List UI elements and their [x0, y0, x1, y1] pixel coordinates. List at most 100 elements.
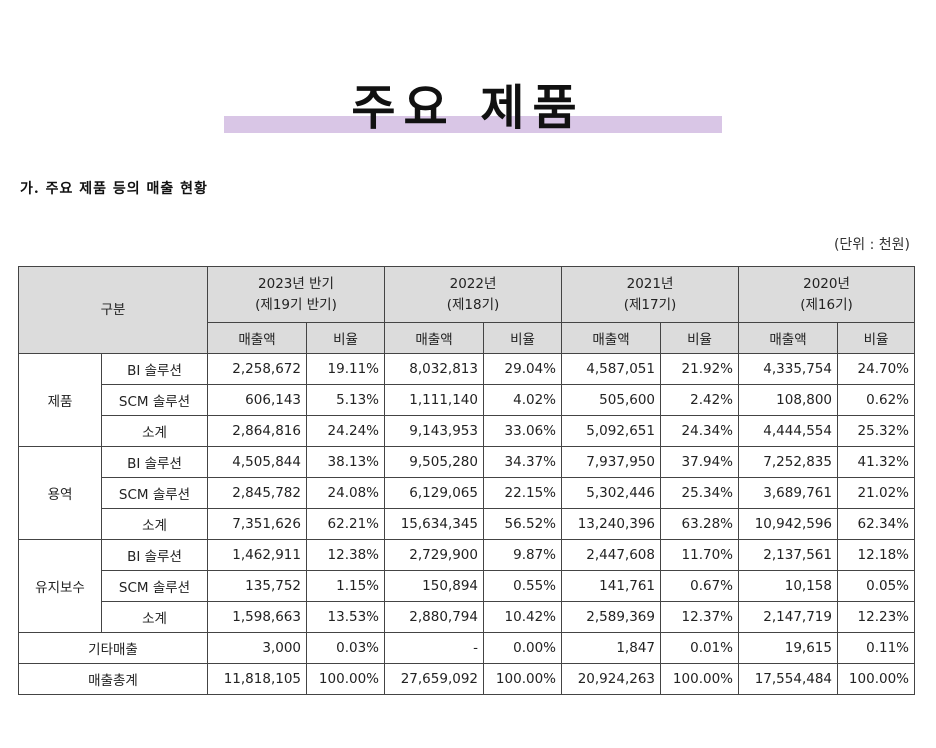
ratio-cell: 0.55% — [483, 570, 562, 602]
sales-cell: 5,302,446 — [561, 477, 661, 509]
ratio-cell: 11.70% — [660, 539, 739, 571]
sales-cell: 9,505,280 — [384, 446, 484, 478]
sales-cell: 150,894 — [384, 570, 484, 602]
period-term: (제17기) — [623, 296, 677, 313]
sales-cell: 3,000 — [207, 632, 307, 664]
title-highlight-bar — [224, 116, 722, 133]
ratio-cell: 19.11% — [306, 353, 385, 385]
ratio-cell: 41.32% — [837, 446, 915, 478]
ratio-cell: 100.00% — [483, 663, 562, 695]
ratio-cell: 56.52% — [483, 508, 562, 540]
row-label: 소계 — [101, 601, 208, 633]
header-sales: 매출액 — [384, 322, 484, 354]
sales-cell: 3,689,761 — [738, 477, 838, 509]
sales-cell: 1,598,663 — [207, 601, 307, 633]
period-term: (제18기) — [446, 296, 500, 313]
ratio-cell: 24.24% — [306, 415, 385, 447]
sales-cell: 1,847 — [561, 632, 661, 664]
ratio-cell: 37.94% — [660, 446, 739, 478]
sales-cell: 6,129,065 — [384, 477, 484, 509]
ratio-cell: 4.02% — [483, 384, 562, 416]
sales-cell: 9,143,953 — [384, 415, 484, 447]
header-sales: 매출액 — [738, 322, 838, 354]
header-sales: 매출액 — [207, 322, 307, 354]
sales-cell: 2,880,794 — [384, 601, 484, 633]
sales-cell: 10,942,596 — [738, 508, 838, 540]
sales-cell: 27,659,092 — [384, 663, 484, 695]
header-row-periods: 구분 2023년 반기 (제19기 반기) 2022년 (제18기) 2021년… — [18, 266, 915, 354]
row-label: 소계 — [101, 415, 208, 447]
sales-cell: 7,252,835 — [738, 446, 838, 478]
table-row: 소계 7,351,626 62.21% 15,634,345 56.52% 13,240,… — [19, 508, 915, 540]
row-label: SCM 솔루션 — [101, 384, 208, 416]
table-row: SCM 솔루션 2,845,782 24.08% 6,129,065 22.15% 5,3… — [19, 477, 915, 509]
sales-cell: 2,845,782 — [207, 477, 307, 509]
ratio-cell: 12.38% — [306, 539, 385, 571]
period-year: 2021년 — [626, 275, 674, 292]
header-ratio: 비율 — [660, 322, 739, 354]
page-title: 주요 제품 — [351, 80, 585, 136]
sales-cell: 7,351,626 — [207, 508, 307, 540]
ratio-cell: 9.87% — [483, 539, 562, 571]
sales-cell: 11,818,105 — [207, 663, 307, 695]
ratio-cell: 0.67% — [660, 570, 739, 602]
table-row: 제품 BI 솔루션 2,258,672 19.11% 8,032,813 29.04% 4,… — [18, 353, 915, 447]
ratio-cell: 100.00% — [306, 663, 385, 695]
header-category: 구분 — [18, 266, 208, 354]
period-term: (제16기) — [800, 296, 853, 313]
group-label: 유지보수 — [18, 539, 102, 633]
ratio-cell: 2.42% — [660, 384, 739, 416]
sales-cell: 141,761 — [561, 570, 661, 602]
ratio-cell: 100.00% — [660, 663, 739, 695]
sales-table: 구분 2023년 반기 (제19기 반기) 2022년 (제18기) 2021년… — [18, 266, 915, 695]
sales-cell: 505,600 — [561, 384, 661, 416]
group-label: 제품 — [18, 353, 102, 447]
ratio-cell: 62.21% — [306, 508, 385, 540]
sales-cell: 2,864,816 — [207, 415, 307, 447]
header-row-metrics: 매출액 비율 매출액 비율 매출액 비율 매출액 비율 — [19, 322, 915, 354]
sales-cell: 8,032,813 — [384, 353, 484, 385]
ratio-cell: 34.37% — [483, 446, 562, 478]
sales-cell: 19,615 — [738, 632, 838, 664]
table-row: SCM 솔루션 135,752 1.15% 150,894 0.55% 141,761 0.… — [19, 570, 915, 602]
total-label: 기타매출 — [18, 632, 208, 664]
sales-cell: 4,587,051 — [561, 353, 661, 385]
header-ratio: 비율 — [306, 322, 385, 354]
sales-cell: 7,937,950 — [561, 446, 661, 478]
header-period: 2021년 (제17기) — [561, 266, 739, 323]
ratio-cell: 62.34% — [837, 508, 915, 540]
table-row-total: 매출총계 11,818,105 100.00% 27,659,092 100.00% 20… — [18, 663, 915, 695]
group-label: 용역 — [18, 446, 102, 540]
ratio-cell: 29.04% — [483, 353, 562, 385]
period-year: 2023년 반기 — [258, 275, 334, 292]
sales-cell: 2,589,369 — [561, 601, 661, 633]
sales-cell: 10,158 — [738, 570, 838, 602]
table-row: 소계 1,598,663 13.53% 2,880,794 10.42% 2,589,36… — [19, 601, 915, 633]
table-row: 용역 BI 솔루션 4,505,844 38.13% 9,505,280 34.37% 7,… — [18, 446, 915, 540]
ratio-cell: 12.23% — [837, 601, 915, 633]
sales-cell: 2,447,608 — [561, 539, 661, 571]
period-year: 2022년 — [449, 275, 497, 292]
period-year: 2020년 — [803, 275, 850, 292]
header-period: 2020년 (제16기) — [738, 266, 915, 323]
ratio-cell: 25.34% — [660, 477, 739, 509]
ratio-cell: 1.15% — [306, 570, 385, 602]
ratio-cell: 0.03% — [306, 632, 385, 664]
table-row: 소계 2,864,816 24.24% 9,143,953 33.06% 5,092,65… — [19, 415, 915, 447]
row-label: BI 솔루션 — [101, 539, 208, 571]
row-label: BI 솔루션 — [101, 446, 208, 478]
section-subtitle: 가. 주요 제품 등의 매출 현황 — [20, 181, 208, 197]
ratio-cell: 22.15% — [483, 477, 562, 509]
table-row: SCM 솔루션 606,143 5.13% 1,111,140 4.02% 505,600… — [19, 384, 915, 416]
ratio-cell: 0.11% — [837, 632, 915, 664]
ratio-cell: 0.62% — [837, 384, 915, 416]
sales-cell: 2,137,561 — [738, 539, 838, 571]
ratio-cell: 33.06% — [483, 415, 562, 447]
ratio-cell: 13.53% — [306, 601, 385, 633]
ratio-cell: 25.32% — [837, 415, 915, 447]
ratio-cell: 0.05% — [837, 570, 915, 602]
sales-cell: 4,505,844 — [207, 446, 307, 478]
ratio-cell: 5.13% — [306, 384, 385, 416]
header-period: 2022년 (제18기) — [384, 266, 562, 323]
sales-cell: 4,444,554 — [738, 415, 838, 447]
